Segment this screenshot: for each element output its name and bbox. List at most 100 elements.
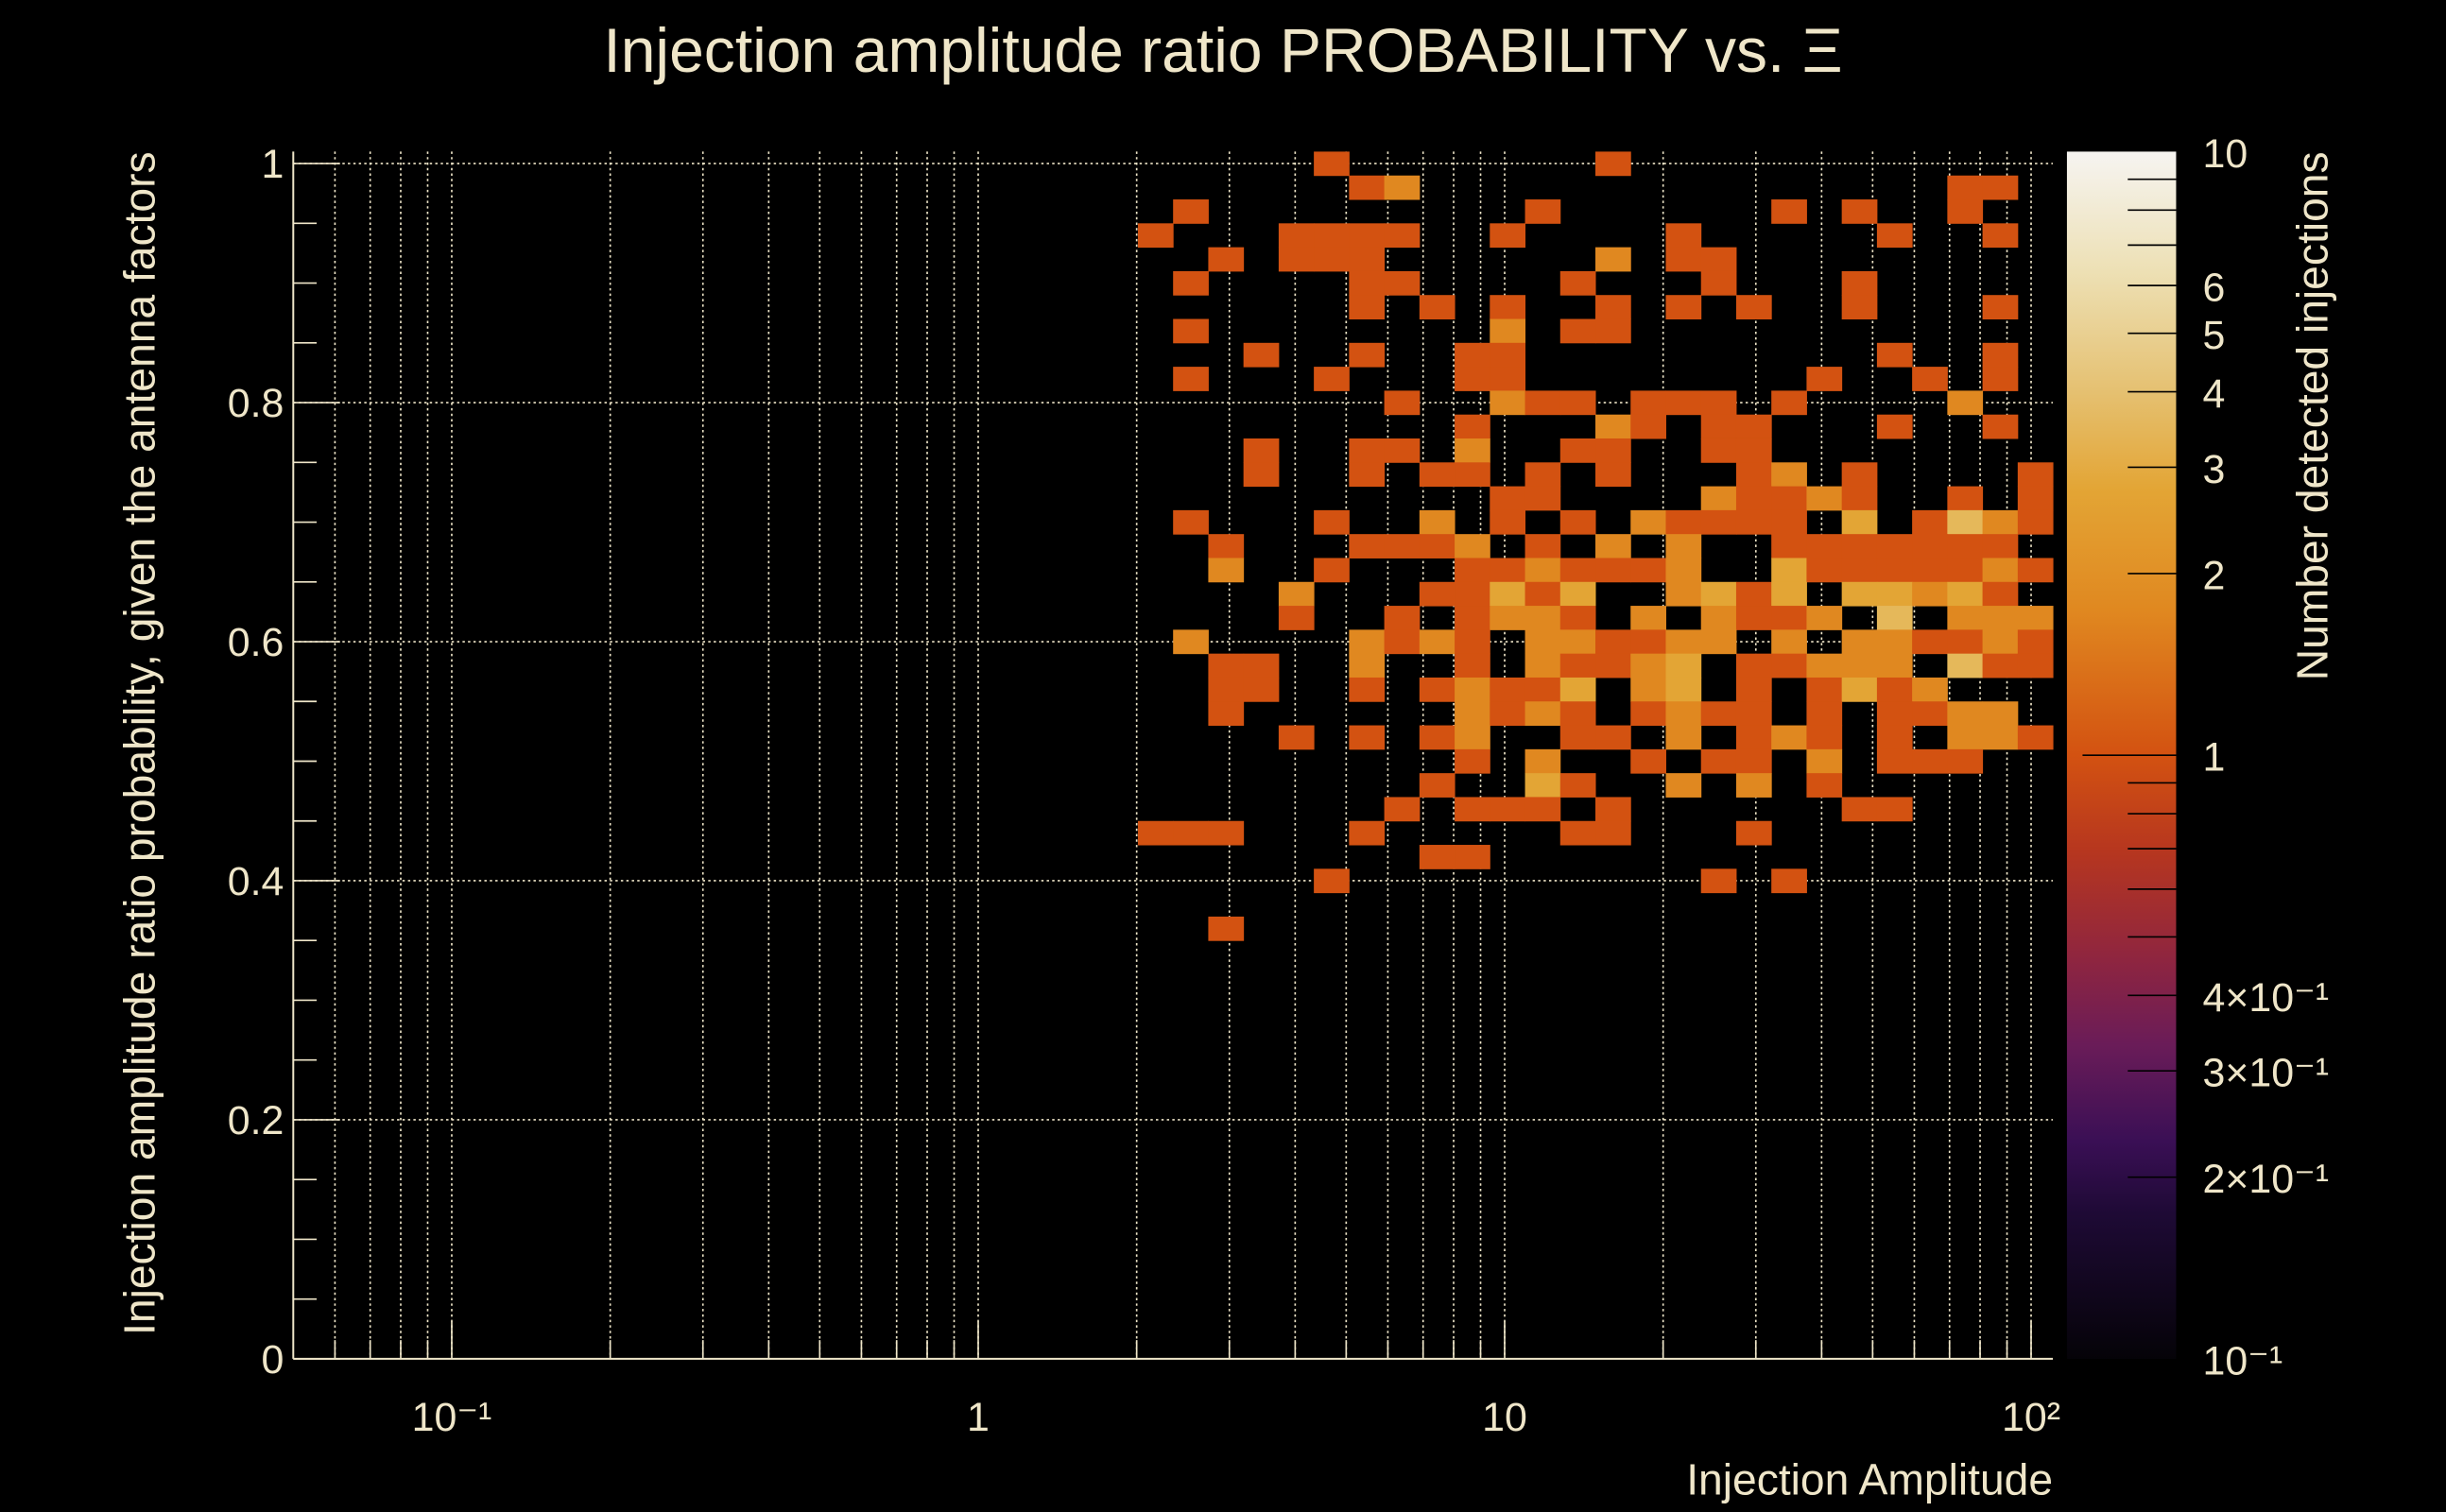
heatmap-cell [1630,629,1666,655]
heatmap-cell [1982,295,2019,320]
heatmap-cell [1243,342,1280,368]
heatmap-cell [1384,438,1421,463]
heatmap-cell [1208,558,1245,583]
heatmap-cell [1665,390,1702,416]
heatmap-cell [1735,606,1772,630]
heatmap-cell [1595,438,1631,463]
heatmap-cell [1490,677,1526,702]
heatmap-cell [1524,701,1561,727]
heatmap-cell [1630,509,1666,535]
heatmap-cell [1559,318,1596,344]
heatmap-cell [1490,509,1526,535]
heatmap-cell [1630,558,1666,583]
heatmap-cell [1524,773,1561,798]
heatmap-cell [1841,581,1878,607]
heatmap-cell [1841,509,1878,535]
heatmap-cell [1278,581,1315,607]
heatmap-cell [2017,653,2054,679]
heatmap-cell [1771,653,1807,679]
y-tick-label: 0.8 [228,381,284,426]
heatmap-cell [1771,462,1807,488]
heatmap-cell [1595,414,1631,439]
heatmap-cell [1806,486,1843,511]
heatmap-cell [1559,558,1596,583]
heatmap-cell [1665,534,1702,558]
axes: 10⁻¹ 1 10 10² 0 0.2 0.4 0.6 0.8 1 [228,142,2060,1440]
heatmap-cell [1947,748,1984,774]
heatmap-cell [1524,581,1561,607]
heatmap-cell [1349,270,1386,296]
heatmap-cell [1912,367,1948,391]
grid-lines [293,151,2054,1359]
heatmap-cell [1524,797,1561,822]
heatmap-cell [1524,748,1561,774]
heatmap-cell [1630,677,1666,702]
heatmap-cell [1912,558,1948,583]
heatmap-cell [1490,223,1526,249]
heatmap-cell [1455,581,1490,607]
heatmap-cell [1841,629,1878,655]
heatmap-cell [1806,677,1843,702]
heatmap-cell [1806,748,1843,774]
heatmap-cell [1349,677,1386,702]
heatmap-cell [1982,534,2019,558]
heatmap-cell [1349,342,1386,368]
heatmap-cell [1735,725,1772,750]
heatmap-cell [1419,462,1456,488]
heatmap-cell [1419,581,1456,607]
heatmap-cell [1559,725,1596,750]
heatmap-cell [1490,558,1526,583]
heatmap-cell [1947,390,1984,416]
y-axis-title: Injection amplitude ratio probability, g… [114,151,164,1335]
heatmap-cell [1947,725,1984,750]
heatmap-cell [1208,677,1245,702]
heatmap-cell [1735,414,1772,439]
heatmap-cell [1806,367,1843,391]
heatmap-cell [1876,223,1913,249]
heatmap-cell [1490,581,1526,607]
heatmap-cell [1841,653,1878,679]
heatmap-cell [1700,606,1737,630]
colorbar-tick-label: 6 [2203,266,2226,311]
heatmap-cells [1137,151,2054,941]
heatmap-cell [1841,199,1878,224]
heatmap-cell [1876,701,1913,727]
heatmap-cell [1876,677,1913,702]
heatmap-cell [1455,653,1490,679]
heatmap-cell [1735,748,1772,774]
heatmap-cell [1700,247,1737,272]
heatmap-cell [1700,701,1737,727]
heatmap-cell [1524,629,1561,655]
heatmap-cell [1349,820,1386,846]
heatmap-cell [1559,629,1596,655]
heatmap-cell [1349,175,1386,200]
heatmap-cell [1665,247,1702,272]
heatmap-cell [1524,390,1561,416]
colorbar-tick-label: 2×10⁻¹ [2203,1157,2330,1202]
x-tick-label: 10 [1482,1395,1527,1440]
heatmap-cell [1559,701,1596,727]
x-tick-label: 1 [967,1395,990,1440]
heatmap-cell [1806,558,1843,583]
heatmap-cell [1559,438,1596,463]
heatmap-cell [1876,581,1913,607]
heatmap-cell [1700,414,1737,439]
heatmap-cell [1278,247,1315,272]
heatmap-cell [1982,629,2019,655]
heatmap-cell [1806,534,1843,558]
heatmap-cell [1173,367,1209,391]
heatmap-cell [1419,534,1456,558]
heatmap-cell [1455,797,1490,822]
heatmap-cell [1243,462,1280,488]
x-tick-label: 10⁻¹ [412,1395,492,1440]
heatmap-cell [1349,725,1386,750]
heatmap-cell [1665,509,1702,535]
colorbar-tick-label: 1 [2203,735,2226,781]
heatmap-cell [1455,558,1490,583]
heatmap-cell [1841,558,1878,583]
heatmap-cell [1665,701,1702,727]
heatmap-cell [1982,558,2019,583]
heatmap-cell [1419,509,1456,535]
heatmap-cell [1524,486,1561,511]
heatmap-cell [1559,677,1596,702]
